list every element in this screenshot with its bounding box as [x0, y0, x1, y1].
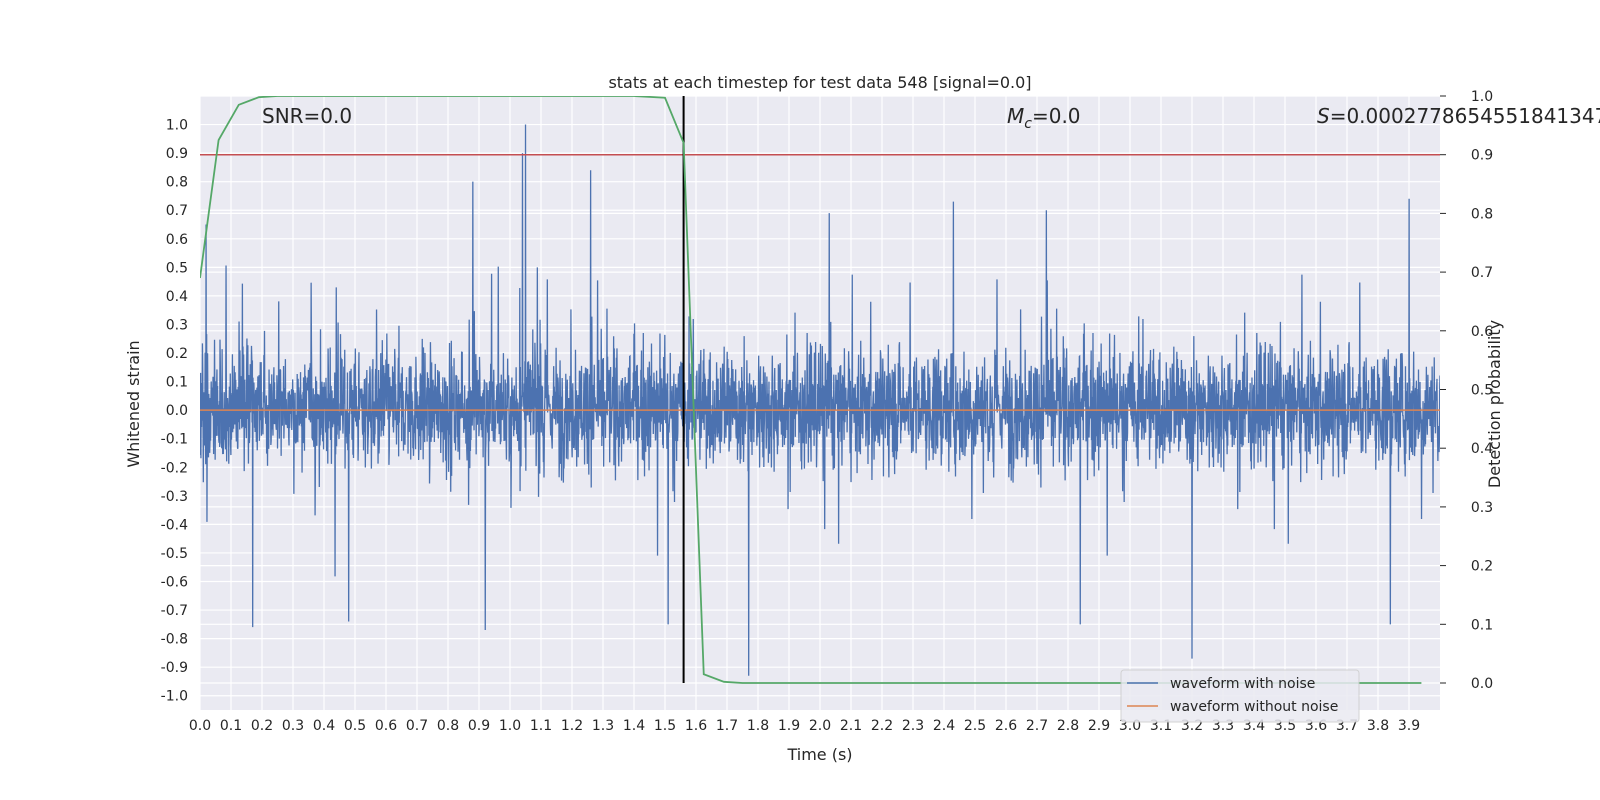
x-tick-label: 0.7	[406, 718, 428, 734]
score-annotation: S=0.0002778654551841347	[1317, 104, 1600, 128]
y2-tick-label: 0.1	[1471, 617, 1493, 633]
y2-tick-label: 0.9	[1471, 148, 1493, 164]
x-tick-label: 2.9	[1088, 718, 1110, 734]
y2-tick-label: 0.2	[1471, 559, 1493, 575]
snr-annotation: SNR=0.0	[262, 104, 352, 128]
x-tick-label: 1.6	[685, 718, 707, 734]
y-tick-label: -0.2	[161, 460, 188, 476]
x-tick-label: 0.0	[189, 718, 211, 734]
y-tick-label: 0.8	[166, 175, 188, 191]
x-tick-label: 1.3	[592, 718, 614, 734]
y-tick-label: -1.0	[161, 689, 188, 705]
x-axis-label: Time (s)	[786, 745, 852, 764]
y-tick-label: 0.4	[166, 289, 188, 305]
y2-tick-label: 0.5	[1471, 382, 1493, 398]
mc-symbol: M	[1007, 104, 1024, 128]
y-tick-label: 0.9	[166, 146, 188, 162]
y-tick-label: -0.4	[161, 517, 188, 533]
y2-tick-label: 0.3	[1471, 500, 1493, 516]
x-tick-label: 0.2	[251, 718, 273, 734]
y-tick-label: 1.0	[166, 118, 188, 134]
x-tick-label: 0.8	[437, 718, 459, 734]
x-tick-label: 1.0	[499, 718, 521, 734]
legend-label-noise: waveform with noise	[1170, 676, 1315, 692]
x-tick-label: 0.4	[313, 718, 335, 734]
y-tick-label: -0.5	[161, 546, 188, 562]
y2-tick-label: 0.0	[1471, 676, 1493, 692]
s-symbol: S	[1317, 104, 1330, 128]
x-tick-label: 3.9	[1398, 718, 1420, 734]
x-tick-label: 1.9	[778, 718, 800, 734]
y-tick-label: -0.3	[161, 489, 188, 505]
x-tick-label: 1.2	[561, 718, 583, 734]
x-tick-label: 1.1	[530, 718, 552, 734]
x-tick-label: 1.4	[623, 718, 645, 734]
x-tick-label: 0.6	[375, 718, 397, 734]
x-tick-label: 2.0	[809, 718, 831, 734]
chart-title: stats at each timestep for test data 548…	[608, 73, 1031, 92]
s-value: =0.0002778654551841347	[1330, 104, 1600, 128]
y-tick-label: 0.5	[166, 260, 188, 276]
x-tick-label: 1.5	[654, 718, 676, 734]
series-detection-probability	[200, 96, 1422, 684]
x-tick-label: 2.1	[840, 718, 862, 734]
y-tick-label: 0.1	[166, 375, 188, 391]
mc-value: =0.0	[1032, 104, 1081, 128]
chirp-mass-annotation: Mc=0.0	[1007, 104, 1081, 132]
x-tick-label: 2.8	[1057, 718, 1079, 734]
y-tick-label: 0.7	[166, 203, 188, 219]
y-tick-label: -0.6	[161, 574, 188, 590]
x-tick-label: 0.5	[344, 718, 366, 734]
y-axis-label: Whitened strain	[124, 340, 143, 467]
x-tick-label: 1.7	[716, 718, 738, 734]
x-tick-label: 2.7	[1026, 718, 1048, 734]
x-tick-label: 0.3	[282, 718, 304, 734]
x-tick-label: 1.8	[747, 718, 769, 734]
y-tick-label: 0.3	[166, 317, 188, 333]
x-tick-label: 0.9	[468, 718, 490, 734]
y-tick-label: 0.0	[166, 403, 188, 419]
y2-tick-label: 0.4	[1471, 441, 1493, 457]
mc-subscript: c	[1024, 116, 1032, 132]
series-waveform-with-noise	[200, 124, 1440, 676]
legend: waveform with noise waveform without noi…	[1120, 669, 1360, 723]
x-tick-label: 3.8	[1367, 718, 1389, 734]
y2-tick-label: 0.6	[1471, 324, 1493, 340]
x-tick-label: 2.3	[902, 718, 924, 734]
y2-tick-label: 0.8	[1471, 206, 1493, 222]
legend-label-clean: waveform without noise	[1170, 699, 1338, 715]
y-tick-label: -0.8	[161, 632, 188, 648]
y-axis-ticks: 1.0 0.9 0.8 0.7 0.6 0.5 0.4 0.3 0.2 0.1 0.0 -0.1 -0.…	[161, 118, 188, 705]
y-tick-label: 0.6	[166, 232, 188, 248]
y-tick-label: -0.9	[161, 660, 188, 676]
y-tick-label: -0.1	[161, 432, 188, 448]
x-tick-label: 2.5	[964, 718, 986, 734]
y2-tick-label: 0.7	[1471, 265, 1493, 281]
legend-box	[1120, 669, 1360, 723]
x-tick-label: 0.1	[220, 718, 242, 734]
x-tick-label: 2.6	[995, 718, 1017, 734]
y2-axis-ticks: 1.0 0.9 0.8 0.7 0.6 0.5 0.4 0.3 0.2 0.1 0.0	[1440, 89, 1493, 692]
x-tick-label: 2.4	[933, 718, 955, 734]
x-tick-label: 2.2	[871, 718, 893, 734]
y2-axis-label: Detection probability	[1485, 320, 1504, 488]
plot-area	[200, 96, 1440, 684]
y-tick-label: -0.7	[161, 603, 188, 619]
y2-tick-label: 1.0	[1471, 89, 1493, 105]
y-tick-label: 0.2	[166, 346, 188, 362]
